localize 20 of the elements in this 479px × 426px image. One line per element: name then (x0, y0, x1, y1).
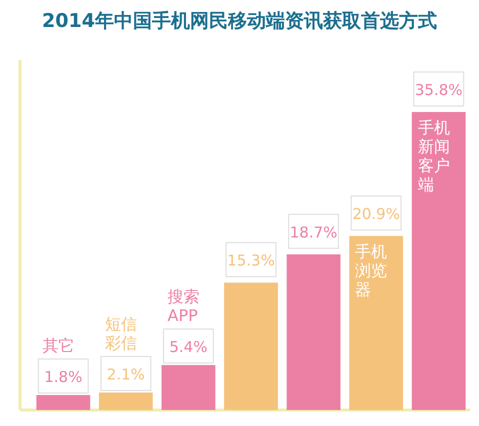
data-label: 2.1% (106, 366, 145, 384)
data-label: 15.3% (227, 252, 275, 270)
chart-title: 2014年中国手机网民移动端资讯获取首选方式 (42, 10, 437, 32)
data-label: 18.7% (290, 223, 338, 242)
bar (36, 395, 90, 410)
x-tick-label: 手机浏览器 (355, 242, 388, 300)
bar (162, 365, 216, 410)
x-tick-label: 其它 (42, 336, 74, 356)
bar (349, 236, 404, 410)
bar (412, 112, 466, 410)
bar (224, 282, 278, 410)
bar (98, 392, 153, 410)
data-label: 5.4% (169, 338, 208, 356)
data-label: 20.9% (352, 205, 400, 224)
x-tick-label: 短信彩信 (104, 314, 137, 353)
x-tick-label: 搜索APP (168, 287, 200, 326)
x-tick-label: 手机新闻客户端 (418, 118, 450, 194)
data-label: 1.8% (44, 368, 82, 386)
data-label: 35.8% (414, 81, 463, 99)
bar (286, 254, 340, 410)
